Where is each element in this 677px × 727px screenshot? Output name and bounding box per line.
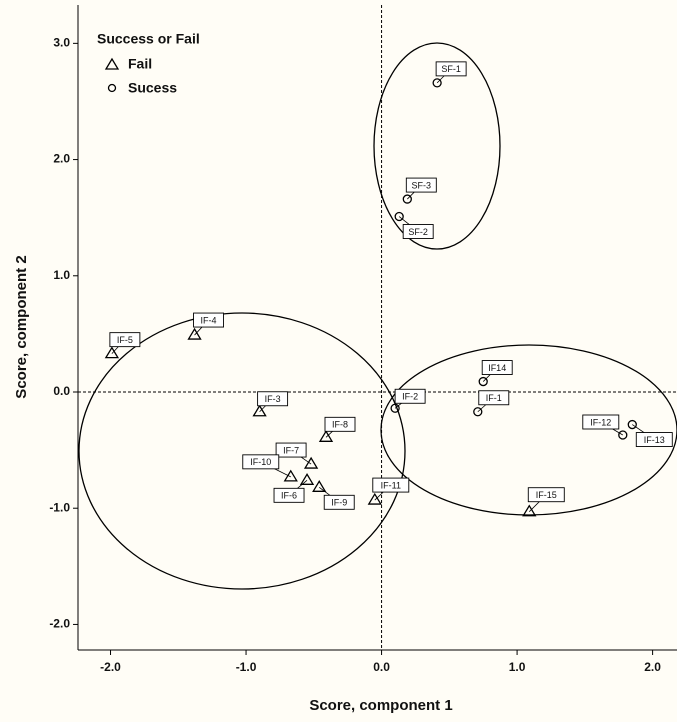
- y-axis-label: Score, component 2: [13, 255, 30, 398]
- point-label: IF-7: [283, 445, 299, 455]
- legend-label: Fail: [128, 56, 152, 72]
- x-tick-label: -2.0: [100, 660, 121, 674]
- y-tick-label: -2.0: [49, 617, 70, 631]
- x-tick-label: -1.0: [236, 660, 257, 674]
- point-label: IF-2: [402, 392, 418, 402]
- point-label: IF-1: [486, 393, 502, 403]
- point-label: IF-5: [117, 335, 133, 345]
- point-label: IF-10: [250, 457, 271, 467]
- point-label: IF-9: [331, 498, 347, 508]
- y-tick-label: 1.0: [53, 268, 70, 282]
- x-axis-label: Score, component 1: [309, 697, 452, 714]
- point-label: IF14: [488, 363, 506, 373]
- background: [0, 0, 677, 722]
- y-tick-label: -1.0: [49, 500, 70, 514]
- chart: Score, component 1 Score, component 2 Su…: [0, 0, 677, 722]
- point-label: IF-4: [201, 315, 217, 325]
- x-tick-label: 2.0: [644, 660, 661, 674]
- point-label: IF-8: [332, 420, 348, 430]
- point-label: IF-12: [590, 417, 611, 427]
- y-tick-label: 0.0: [53, 384, 70, 398]
- point-label: SF-3: [412, 180, 432, 190]
- y-tick-label: 2.0: [53, 152, 70, 166]
- point-label: SF-1: [441, 64, 461, 74]
- point-label: IF-11: [381, 480, 401, 490]
- point-label: SF-2: [408, 227, 428, 237]
- x-tick-label: 0.0: [373, 660, 390, 674]
- y-tick-label: 3.0: [53, 36, 70, 50]
- x-tick-label: 1.0: [509, 660, 526, 674]
- legend-title: Success or Fail: [97, 31, 200, 47]
- point-label: IF-6: [281, 491, 297, 501]
- legend-label: Sucess: [128, 80, 177, 96]
- point-label: IF-13: [644, 435, 665, 445]
- point-label: IF-3: [265, 394, 281, 404]
- point-label: IF-15: [536, 490, 557, 500]
